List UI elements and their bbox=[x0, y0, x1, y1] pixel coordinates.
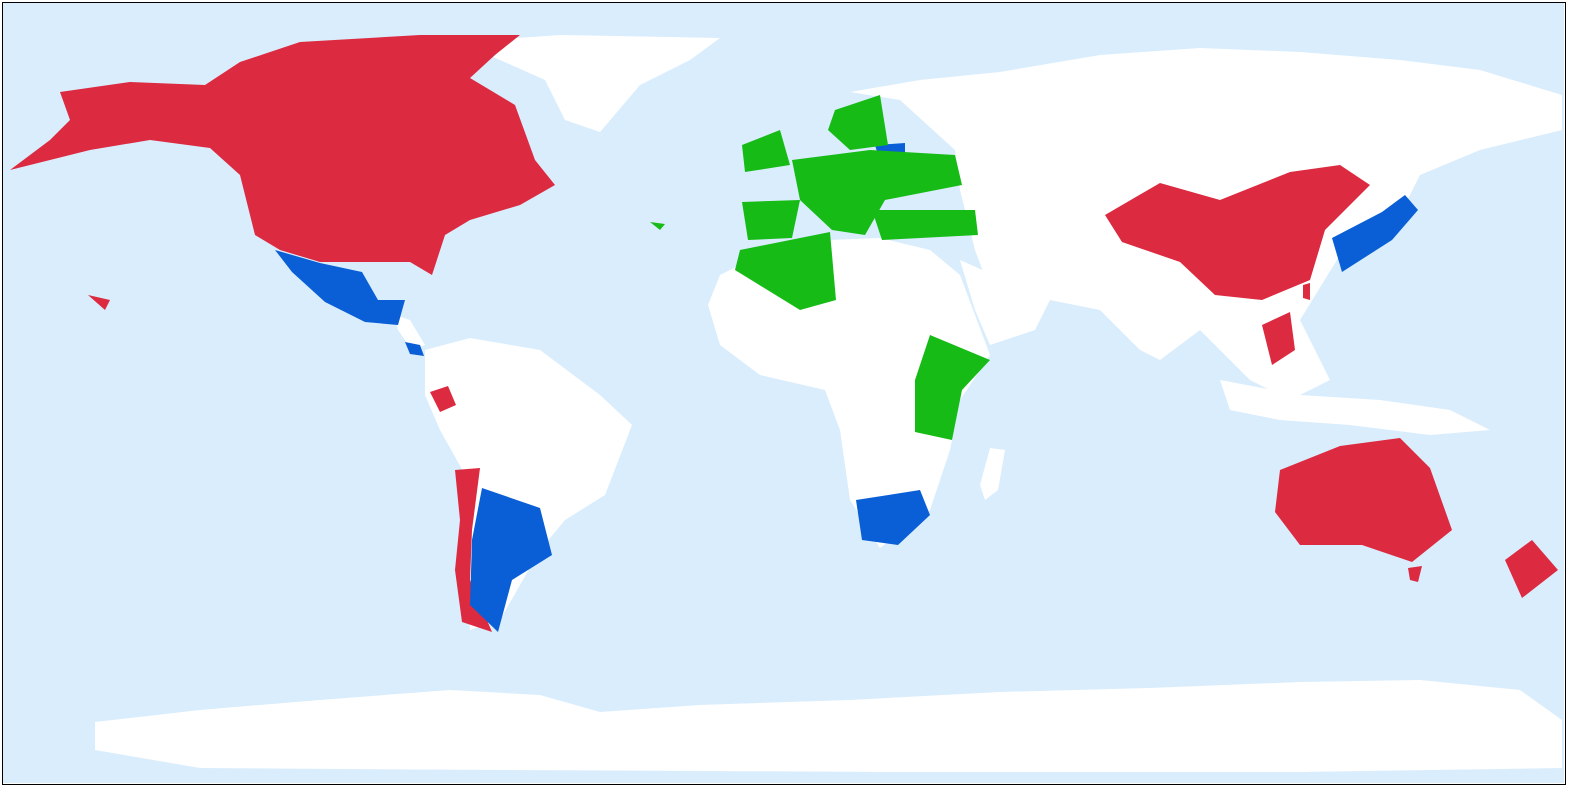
philippines bbox=[1262, 312, 1295, 365]
scandinavia bbox=[828, 95, 888, 150]
taiwan bbox=[1303, 283, 1310, 300]
uk-ireland bbox=[742, 130, 790, 172]
tasmania bbox=[1408, 566, 1422, 582]
map-canvas bbox=[3, 3, 1564, 783]
canada-usa-alaska bbox=[10, 35, 555, 275]
blue-group-countries bbox=[275, 143, 1418, 632]
mexico bbox=[275, 250, 405, 325]
panama-costa-rica bbox=[405, 342, 424, 356]
continental-europe bbox=[792, 150, 962, 235]
hawaii bbox=[88, 295, 110, 310]
greenland bbox=[460, 35, 720, 132]
argentina bbox=[470, 488, 552, 632]
algeria bbox=[735, 232, 836, 310]
antarctica bbox=[95, 680, 1562, 772]
arabia bbox=[960, 260, 1050, 345]
new-zealand bbox=[1505, 540, 1558, 598]
japan bbox=[1332, 195, 1418, 272]
australia bbox=[1275, 438, 1452, 562]
azores bbox=[650, 222, 665, 230]
green-group-countries bbox=[650, 95, 990, 440]
madagascar bbox=[980, 448, 1005, 500]
ecuador bbox=[430, 386, 456, 412]
spain-portugal bbox=[742, 200, 800, 240]
world-map bbox=[2, 2, 1566, 785]
central-america-caribbean bbox=[395, 315, 425, 350]
red-group-countries bbox=[10, 35, 1558, 632]
china bbox=[1105, 165, 1370, 300]
south-africa bbox=[856, 490, 930, 545]
ethiopia-kenya bbox=[915, 335, 990, 440]
turkey bbox=[872, 210, 978, 240]
africa bbox=[708, 238, 990, 548]
chile bbox=[455, 468, 492, 632]
southeast-asia-islands bbox=[1220, 380, 1490, 435]
